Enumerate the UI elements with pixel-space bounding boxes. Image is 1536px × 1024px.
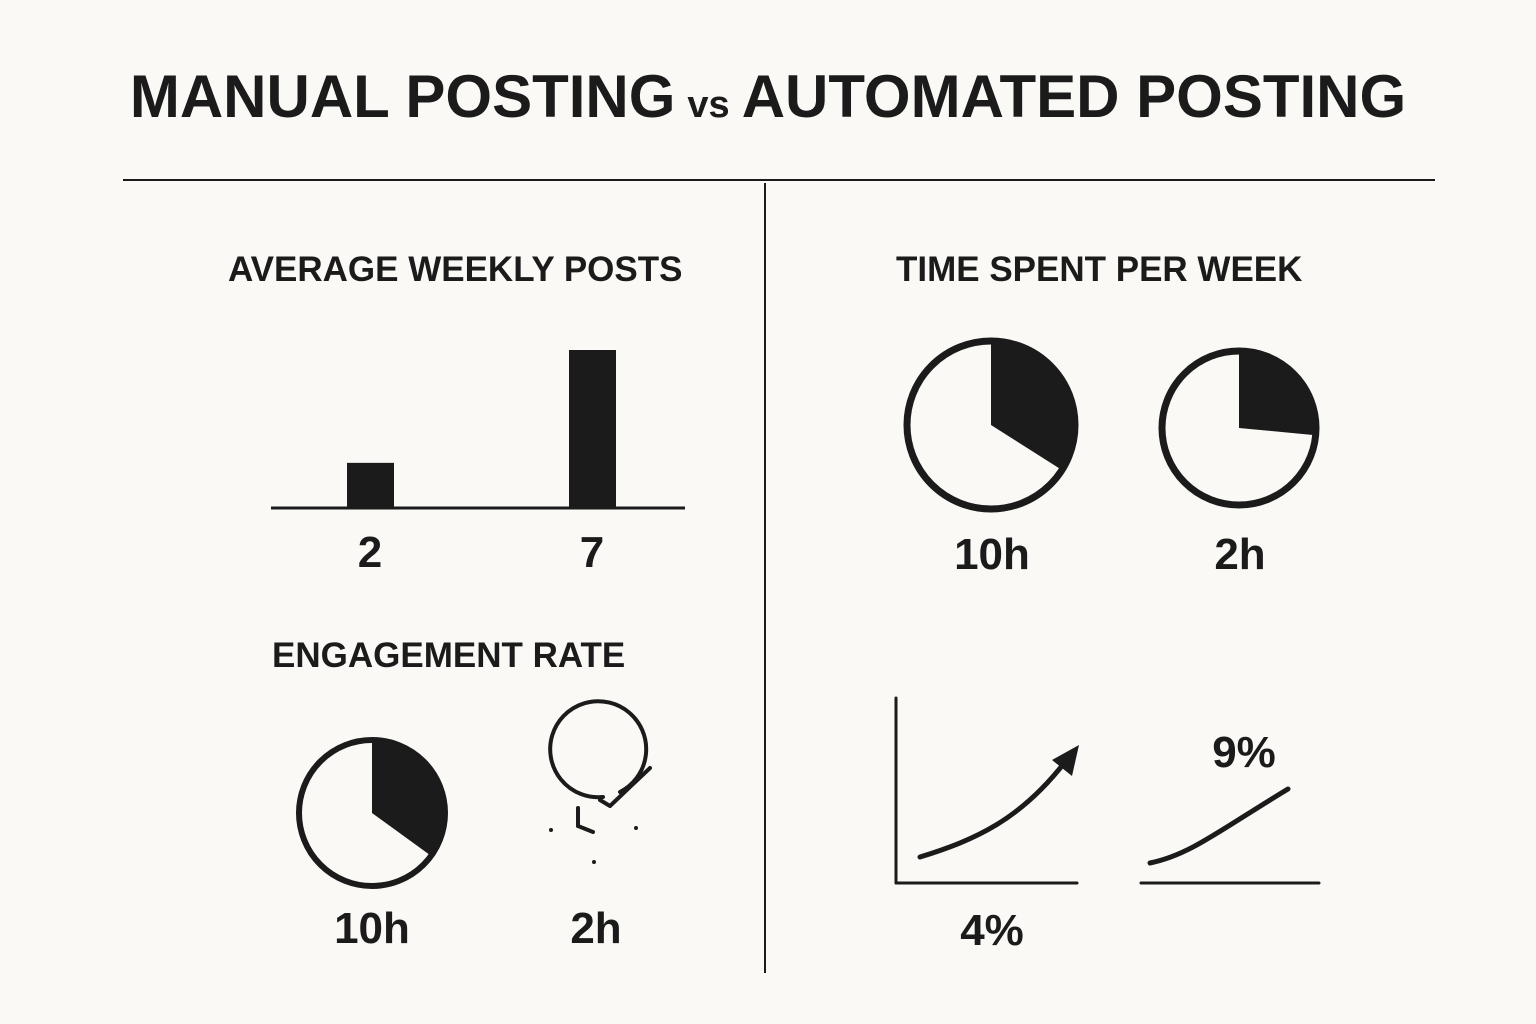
- title-automated: AUTOMATED POSTING: [741, 63, 1407, 130]
- clock-tick: [592, 860, 596, 864]
- pie-slice: [1239, 351, 1317, 436]
- check-mark: [598, 766, 652, 808]
- time-spent-heading: TIME SPENT PER WEEK: [896, 250, 1303, 289]
- engagement-label-automated: 2h: [570, 904, 622, 953]
- time-pie-automated: [1158, 347, 1320, 509]
- trend-curve: [917, 759, 1068, 860]
- clock-check-icon: [548, 699, 652, 864]
- page-title: MANUAL POSTING vs AUTOMATED POSTING: [0, 62, 1536, 131]
- clock-face: [548, 699, 649, 800]
- title-vs: vs: [687, 84, 730, 126]
- trend-curve: [1147, 786, 1291, 866]
- title-manual: MANUAL POSTING: [129, 63, 676, 130]
- pie-slice: [991, 341, 1075, 470]
- column-divider: [764, 183, 766, 973]
- clock-minute-hand: [576, 824, 595, 834]
- clock-tick: [549, 828, 553, 832]
- time-pie-manual: [903, 337, 1079, 513]
- engagement-rate-heading: ENGAGEMENT RATE: [272, 636, 626, 675]
- weekly-posts-heading: AVERAGE WEEKLY POSTS: [228, 250, 683, 289]
- trend-line-icon: [1139, 786, 1321, 885]
- time-label-manual: 10h: [954, 530, 1030, 579]
- bar-label-automated: 7: [579, 528, 605, 577]
- bar-automated: [569, 350, 616, 508]
- trend-label-manual: 4%: [960, 906, 1024, 955]
- weekly-posts-bar-chart: [271, 350, 685, 510]
- trend-up-arrow-icon: [894, 696, 1079, 885]
- engagement-label-manual: 10h: [334, 904, 410, 953]
- bar-manual: [347, 462, 394, 508]
- pie-icon: [296, 737, 448, 889]
- trend-label-automated: 9%: [1212, 728, 1276, 777]
- header-divider: [123, 179, 1435, 181]
- pie-slice: [372, 740, 446, 856]
- trend-arrowhead: [1052, 745, 1079, 776]
- clock-tick: [634, 826, 638, 830]
- time-label-automated: 2h: [1214, 530, 1266, 579]
- bar-label-manual: 2: [357, 528, 383, 577]
